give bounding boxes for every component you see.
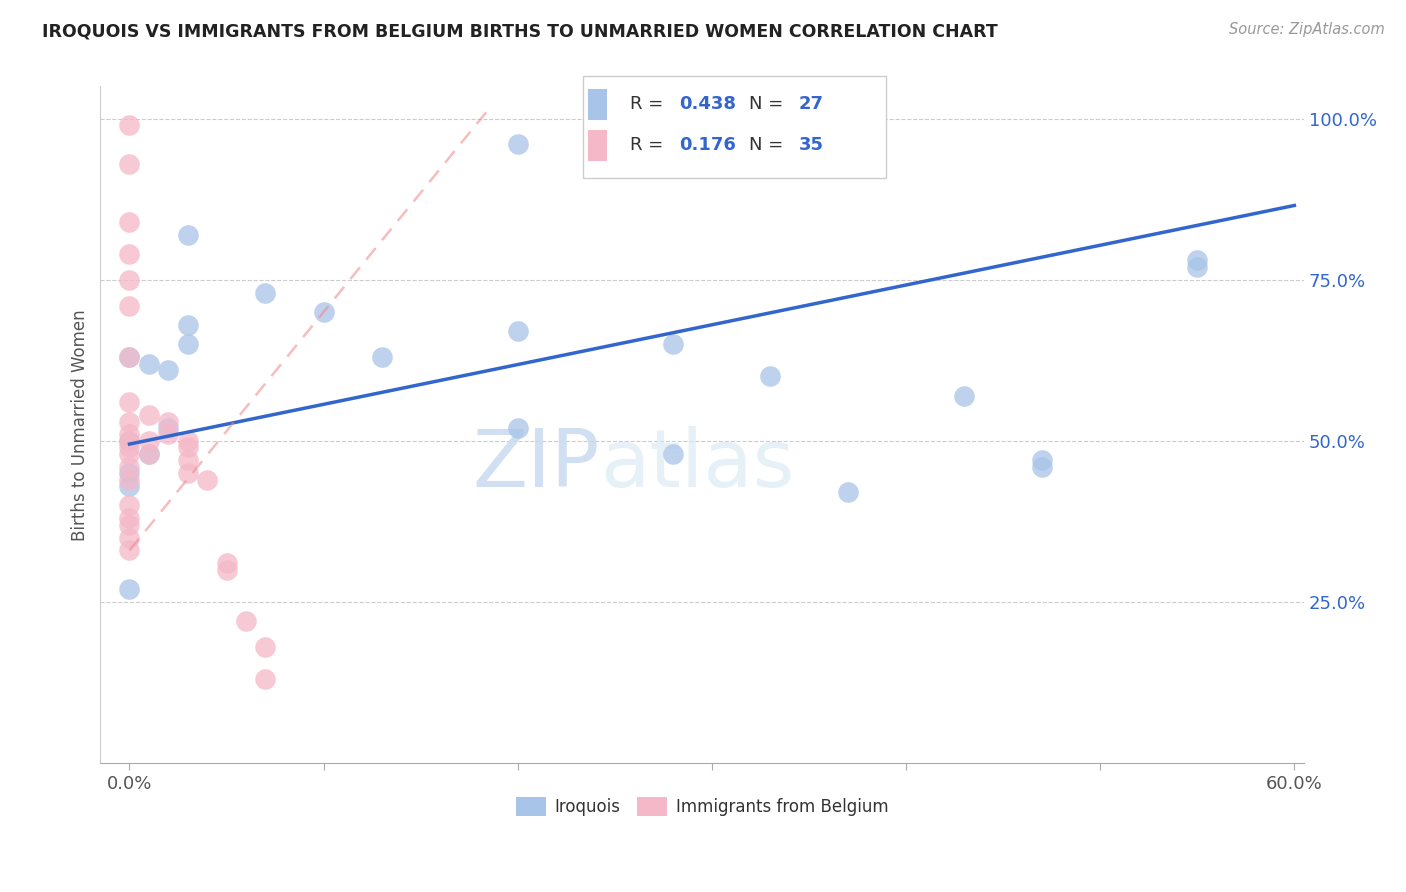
Point	[662, 337, 685, 351]
Point	[1031, 453, 1053, 467]
Point	[837, 485, 859, 500]
Point	[1031, 459, 1053, 474]
Point	[506, 421, 529, 435]
Text: N =: N =	[749, 95, 789, 113]
Point	[506, 137, 529, 152]
Point	[177, 337, 200, 351]
Legend: Iroquois, Immigrants from Belgium: Iroquois, Immigrants from Belgium	[509, 790, 894, 822]
Point	[138, 434, 160, 448]
Text: ZIP: ZIP	[472, 426, 600, 504]
Text: N =: N =	[749, 136, 789, 154]
Point	[157, 427, 180, 442]
Point	[118, 517, 141, 532]
Point	[759, 369, 782, 384]
Point	[195, 473, 218, 487]
Point	[254, 640, 277, 654]
Text: 27: 27	[799, 95, 824, 113]
Point	[118, 459, 141, 474]
Point	[953, 389, 976, 403]
Point	[177, 453, 200, 467]
Text: 0.438: 0.438	[679, 95, 737, 113]
Text: 35: 35	[799, 136, 824, 154]
Point	[157, 415, 180, 429]
Point	[118, 350, 141, 364]
Text: 0.176: 0.176	[679, 136, 735, 154]
Point	[157, 363, 180, 377]
Point	[118, 511, 141, 525]
Y-axis label: Births to Unmarried Women: Births to Unmarried Women	[72, 309, 89, 541]
Text: IROQUOIS VS IMMIGRANTS FROM BELGIUM BIRTHS TO UNMARRIED WOMEN CORRELATION CHART: IROQUOIS VS IMMIGRANTS FROM BELGIUM BIRT…	[42, 22, 998, 40]
Text: R =: R =	[630, 95, 669, 113]
Point	[118, 531, 141, 545]
Point	[138, 357, 160, 371]
Point	[118, 157, 141, 171]
Point	[118, 215, 141, 229]
Point	[118, 582, 141, 596]
Text: R =: R =	[630, 136, 669, 154]
Point	[118, 440, 141, 454]
Text: atlas: atlas	[600, 426, 794, 504]
Point	[506, 324, 529, 338]
Point	[215, 563, 238, 577]
Point	[138, 447, 160, 461]
Point	[118, 479, 141, 493]
Point	[118, 395, 141, 409]
Point	[371, 350, 394, 364]
Point	[118, 415, 141, 429]
Point	[157, 421, 180, 435]
Point	[312, 305, 335, 319]
Point	[177, 434, 200, 448]
Point	[177, 440, 200, 454]
Point	[138, 408, 160, 422]
Point	[177, 318, 200, 332]
Point	[235, 615, 257, 629]
Point	[138, 447, 160, 461]
Point	[118, 273, 141, 287]
Point	[118, 466, 141, 480]
Point	[1187, 260, 1209, 274]
Point	[254, 673, 277, 687]
Point	[118, 434, 141, 448]
Point	[118, 350, 141, 364]
Point	[118, 118, 141, 132]
Point	[118, 298, 141, 312]
Point	[1187, 253, 1209, 268]
Point	[118, 427, 141, 442]
Point	[254, 285, 277, 300]
Point	[118, 434, 141, 448]
Point	[118, 543, 141, 558]
Point	[177, 227, 200, 242]
Point	[118, 473, 141, 487]
Point	[662, 447, 685, 461]
Point	[215, 557, 238, 571]
Point	[177, 466, 200, 480]
Point	[118, 447, 141, 461]
Text: Source: ZipAtlas.com: Source: ZipAtlas.com	[1229, 22, 1385, 37]
Point	[118, 247, 141, 261]
Point	[118, 498, 141, 512]
